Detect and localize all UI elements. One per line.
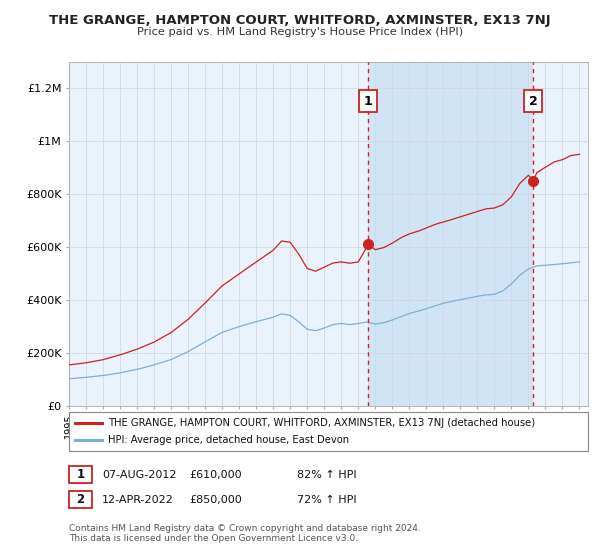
Text: Price paid vs. HM Land Registry's House Price Index (HPI): Price paid vs. HM Land Registry's House …: [137, 27, 463, 37]
Text: THE GRANGE, HAMPTON COURT, WHITFORD, AXMINSTER, EX13 7NJ (detached house): THE GRANGE, HAMPTON COURT, WHITFORD, AXM…: [108, 418, 535, 428]
Text: 2: 2: [529, 95, 538, 108]
Text: 72% ↑ HPI: 72% ↑ HPI: [297, 494, 356, 505]
Text: 82% ↑ HPI: 82% ↑ HPI: [297, 470, 356, 480]
Text: 2: 2: [76, 493, 85, 506]
Text: 1: 1: [76, 468, 85, 482]
Text: 1: 1: [364, 95, 373, 108]
Bar: [368, 62, 533, 406]
Text: 07-AUG-2012: 07-AUG-2012: [102, 470, 176, 480]
Text: 12-APR-2022: 12-APR-2022: [102, 494, 174, 505]
Text: HPI: Average price, detached house, East Devon: HPI: Average price, detached house, East…: [108, 435, 349, 445]
Text: £850,000: £850,000: [189, 494, 242, 505]
Text: Contains HM Land Registry data © Crown copyright and database right 2024.
This d: Contains HM Land Registry data © Crown c…: [69, 524, 421, 543]
Text: THE GRANGE, HAMPTON COURT, WHITFORD, AXMINSTER, EX13 7NJ: THE GRANGE, HAMPTON COURT, WHITFORD, AXM…: [49, 14, 551, 27]
Text: £610,000: £610,000: [189, 470, 242, 480]
